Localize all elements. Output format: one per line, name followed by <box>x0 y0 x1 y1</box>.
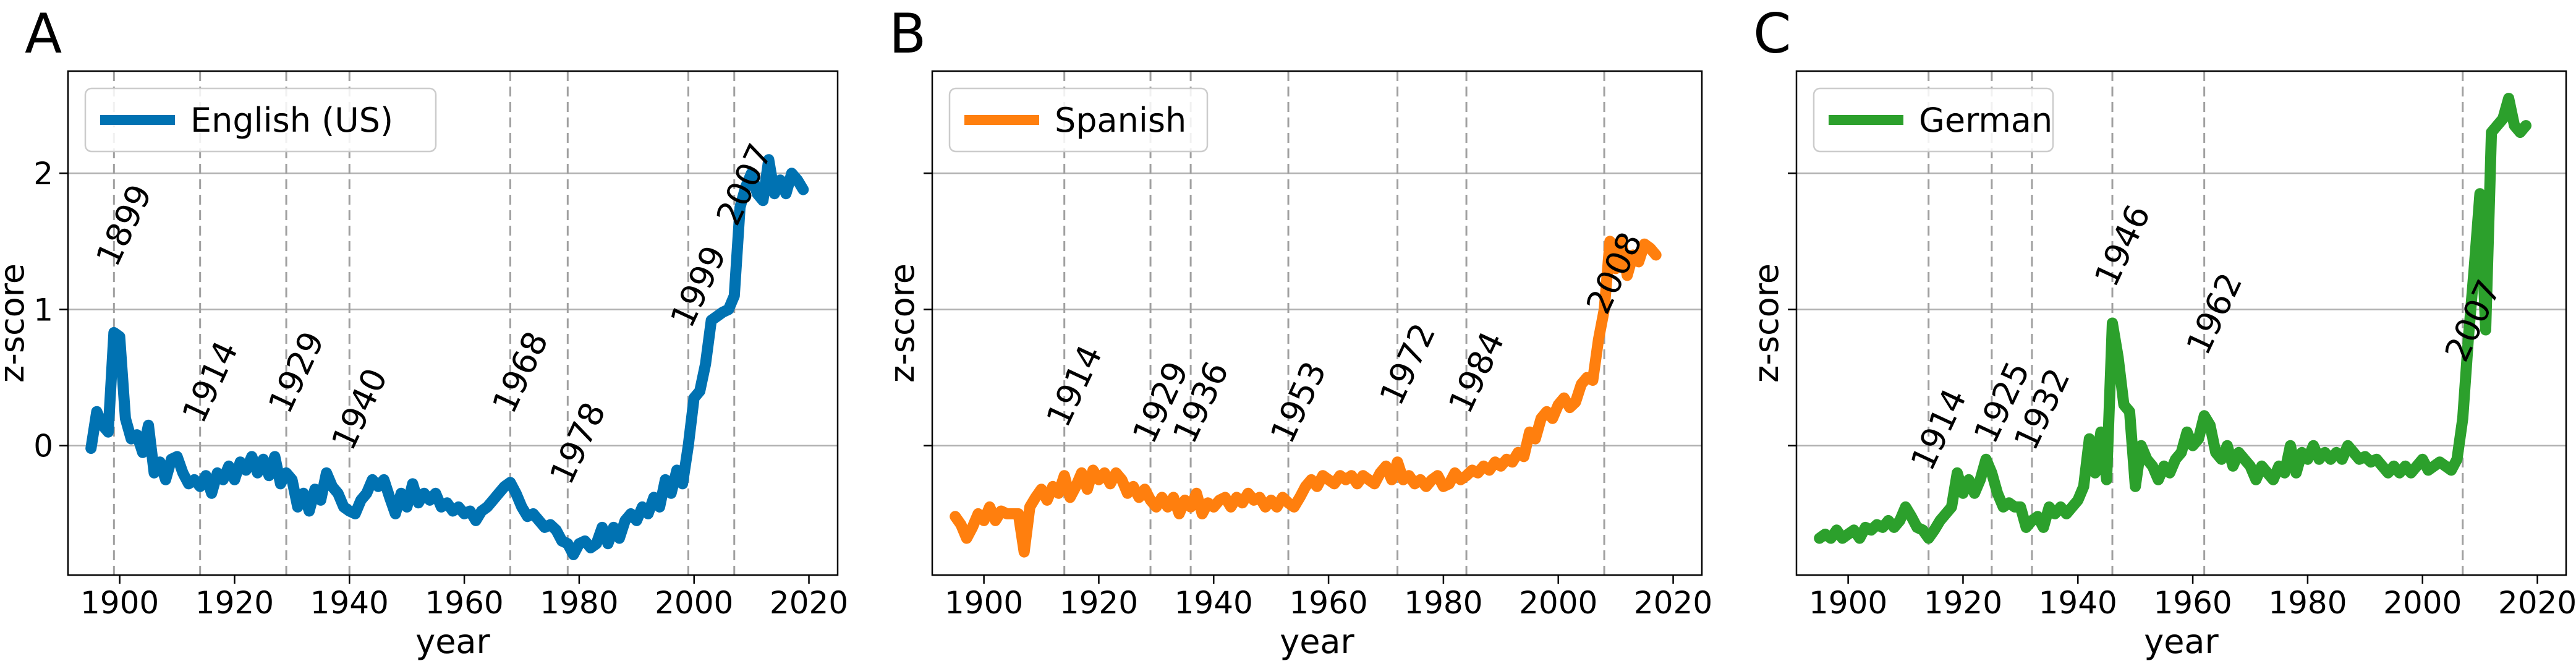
event-year-label: 1972 <box>1372 317 1443 411</box>
x-axis-label: year <box>415 622 490 661</box>
panel-letter: A <box>25 2 62 66</box>
y-tick-label: 0 <box>33 429 53 464</box>
series-line <box>1814 93 2531 544</box>
y-axis-label: z-score <box>0 263 32 383</box>
plot-frame <box>67 70 839 576</box>
x-tick-label: 1960 <box>2153 585 2232 621</box>
y-axis-label: z-score <box>883 263 922 383</box>
event-year-label: 1929 <box>261 326 332 419</box>
event-year-label: 1914 <box>1903 383 1974 476</box>
x-axis-label: year <box>2144 622 2219 661</box>
event-year-label: 1899 <box>88 179 159 272</box>
x-tick-label: 2000 <box>2383 585 2462 621</box>
x-tick-label: 1960 <box>1289 585 1367 621</box>
x-tick-label: 2000 <box>655 585 733 621</box>
legend-box <box>1813 87 2054 153</box>
legend-label: English (US) <box>190 101 393 140</box>
x-tick-label: 1980 <box>2268 585 2347 621</box>
event-year-label: 1953 <box>1263 356 1334 449</box>
event-year-label: 1946 <box>2087 199 2158 292</box>
y-tick-label: 1 <box>33 292 53 328</box>
event-year-label: 1940 <box>324 362 395 456</box>
event-year-label: 1978 <box>542 396 613 490</box>
event-year-label: 2008 <box>1579 226 1650 320</box>
event-year-label: 1999 <box>663 240 734 333</box>
legend-label: Spanish <box>1055 101 1186 140</box>
x-axis-label: year <box>1280 622 1354 661</box>
plot-frame <box>931 70 1703 576</box>
y-axis-label: z-score <box>1747 263 1786 383</box>
x-tick-label: 1900 <box>80 585 159 621</box>
series-line <box>85 154 809 560</box>
x-tick-label: 2020 <box>770 585 848 621</box>
plot-frame <box>1795 70 2567 576</box>
x-tick-label: 1900 <box>945 585 1023 621</box>
event-year-label: 1968 <box>485 326 556 419</box>
event-year-label: 1914 <box>174 335 245 429</box>
x-tick-label: 2020 <box>1634 585 1712 621</box>
x-tick-label: 1940 <box>1175 585 1253 621</box>
y-tick-label: 2 <box>33 156 53 192</box>
event-year-label: 1984 <box>1441 326 1512 419</box>
x-tick-label: 1920 <box>1924 585 2002 621</box>
legend-box <box>948 87 1209 153</box>
x-tick-label: 2000 <box>1519 585 1597 621</box>
x-tick-label: 1920 <box>195 585 274 621</box>
panel-letter: B <box>889 2 926 66</box>
legend-box <box>84 87 437 153</box>
panel-letter: C <box>1753 2 1791 66</box>
x-tick-label: 1980 <box>540 585 618 621</box>
x-tick-label: 1940 <box>2039 585 2117 621</box>
x-tick-label: 1980 <box>1404 585 1482 621</box>
event-year-label: 1962 <box>2179 267 2250 360</box>
series-line <box>950 236 1662 558</box>
event-year-label: 1914 <box>1039 339 1110 433</box>
x-tick-label: 2020 <box>2498 585 2576 621</box>
event-year-label: 2007 <box>2437 274 2508 367</box>
x-tick-label: 1920 <box>1060 585 1138 621</box>
x-tick-label: 1900 <box>1809 585 1887 621</box>
legend-label: German <box>1919 101 2052 140</box>
x-tick-label: 1940 <box>310 585 389 621</box>
x-tick-label: 1960 <box>425 585 503 621</box>
